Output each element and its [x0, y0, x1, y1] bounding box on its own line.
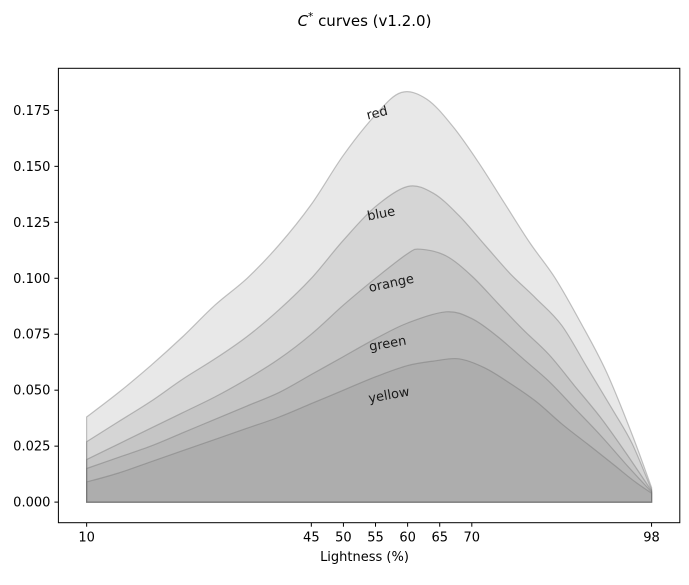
area-series-yellow [86, 357, 653, 503]
y-tick-label: 0.150 [13, 160, 50, 175]
series-label-green: green [368, 334, 408, 355]
x-tick-label: 45 [303, 531, 320, 546]
y-tick-label: 0.000 [13, 496, 50, 511]
series-label-yellow: yellow [367, 385, 411, 407]
x-axis-label: Lightness (%) [320, 550, 409, 565]
series-label-red: red [365, 104, 389, 124]
x-tick-label: 65 [431, 531, 448, 546]
chart-title: C* curves (v1.2.0) [49, 11, 680, 30]
y-tick-label: 0.075 [13, 328, 50, 343]
title-math-symbol: C [297, 12, 309, 30]
series-label-blue: blue [366, 204, 396, 224]
area-series-blue [86, 185, 653, 503]
x-tick-label: 55 [367, 531, 384, 546]
x-tick-label: 10 [78, 531, 95, 546]
x-tick-label: 70 [464, 531, 481, 546]
x-tick-label: 50 [335, 531, 352, 546]
y-tick-label: 0.100 [13, 272, 50, 287]
area-series-orange [86, 248, 653, 503]
title-superscript: * [308, 11, 314, 23]
title-text: curves (v1.2.0) [313, 12, 432, 30]
y-tick-label: 0.125 [13, 216, 50, 231]
area-series-green [86, 311, 653, 503]
area-series-red [86, 91, 653, 503]
y-tick-label: 0.025 [13, 440, 50, 455]
y-tick-label: 0.050 [13, 384, 50, 399]
x-tick-label: 60 [399, 531, 416, 546]
y-tick-label: 0.175 [13, 104, 50, 119]
x-tick-label: 98 [643, 531, 660, 546]
plot-frame [57, 67, 681, 524]
